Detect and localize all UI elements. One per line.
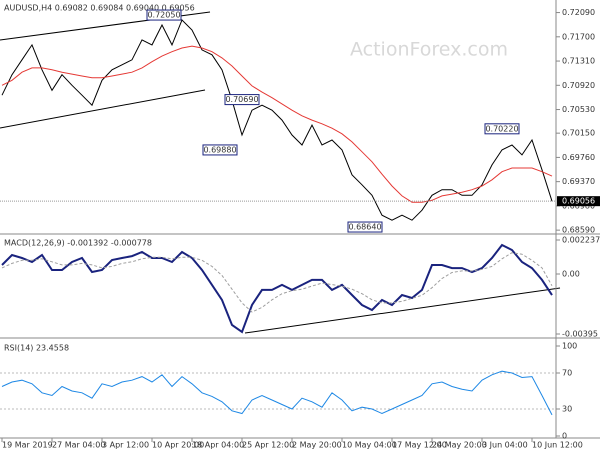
x-tick-label: 17 May 12:00 <box>392 441 447 450</box>
price-title: AUDUSD,H4 0.69082 0.69084 0.69040 0.6905… <box>4 4 195 13</box>
y-tick-label: 70 <box>562 369 572 378</box>
annotation-label: 0.72050 <box>147 11 180 20</box>
series-line <box>1 252 553 313</box>
annotation-label: 0.68640 <box>348 223 381 232</box>
x-tick-label: 3 Jun 04:00 <box>482 441 528 450</box>
annotation-box <box>202 144 238 156</box>
y-tick-label: 0.002237 <box>562 236 600 245</box>
x-tick-label: 27 Mar 04:00 <box>52 441 105 450</box>
annotation-label: 0.70220 <box>485 124 518 133</box>
y-tick-label: 30 <box>562 405 572 414</box>
y-tick-label: 0.69370 <box>562 177 595 186</box>
x-tick-label: 24 May 20:00 <box>432 441 487 450</box>
x-tick-label: 10 May 04:00 <box>342 441 397 450</box>
channel-line <box>0 89 206 129</box>
y-tick-label: 0.72090 <box>562 8 595 17</box>
series-line <box>1 370 553 416</box>
y-tick-label: 0 <box>562 432 567 441</box>
annotation-box <box>347 221 383 233</box>
rsi-title: RSI(14) 23.4558 <box>4 344 69 353</box>
x-tick-label: 25 Apr 12:00 <box>242 441 294 450</box>
annotation-box <box>484 123 520 135</box>
annotation-label: 0.70690 <box>225 95 258 104</box>
watermark: ActionForex.com <box>350 39 508 61</box>
x-tick-label: 18 Apr 04:00 <box>192 441 244 450</box>
x-tick-label: 2 May 20:00 <box>292 441 342 450</box>
y-tick-label: 0.70920 <box>562 81 595 90</box>
annotation-box <box>224 94 260 106</box>
x-tick-label: 3 Apr 12:00 <box>102 441 149 450</box>
frame <box>0 0 600 439</box>
annotation-label: 0.69880 <box>203 145 236 154</box>
annotation-box <box>146 9 182 21</box>
series-line <box>1 45 553 203</box>
y-tick-label: 0.00 <box>562 269 580 278</box>
y-tick-label: 0.69760 <box>562 153 595 162</box>
y-tick-label: 0.71700 <box>562 32 595 41</box>
macd-title: MACD(12,26,9) -0.001392 -0.000778 <box>4 239 152 248</box>
y-tick-label: 0.70530 <box>562 105 595 114</box>
y-tick-label: -0.00395 <box>562 330 598 339</box>
y-tick-label: 0.70150 <box>562 129 595 138</box>
x-tick-label: 10 Apr 20:00 <box>152 441 204 450</box>
series-line <box>1 243 553 334</box>
price-tag <box>557 196 600 207</box>
x-tick-label: 10 Jun 12:00 <box>532 441 583 450</box>
price-tag-label: 0.69056 <box>562 197 595 206</box>
y-tick-label: 0.68590 <box>562 226 595 235</box>
y-tick-label: 100 <box>562 342 577 351</box>
y-tick-label: 0.71310 <box>562 57 595 66</box>
series-line <box>1 19 553 221</box>
trend-line <box>244 287 561 334</box>
x-tick-label: 19 Mar 2019 <box>2 441 53 450</box>
